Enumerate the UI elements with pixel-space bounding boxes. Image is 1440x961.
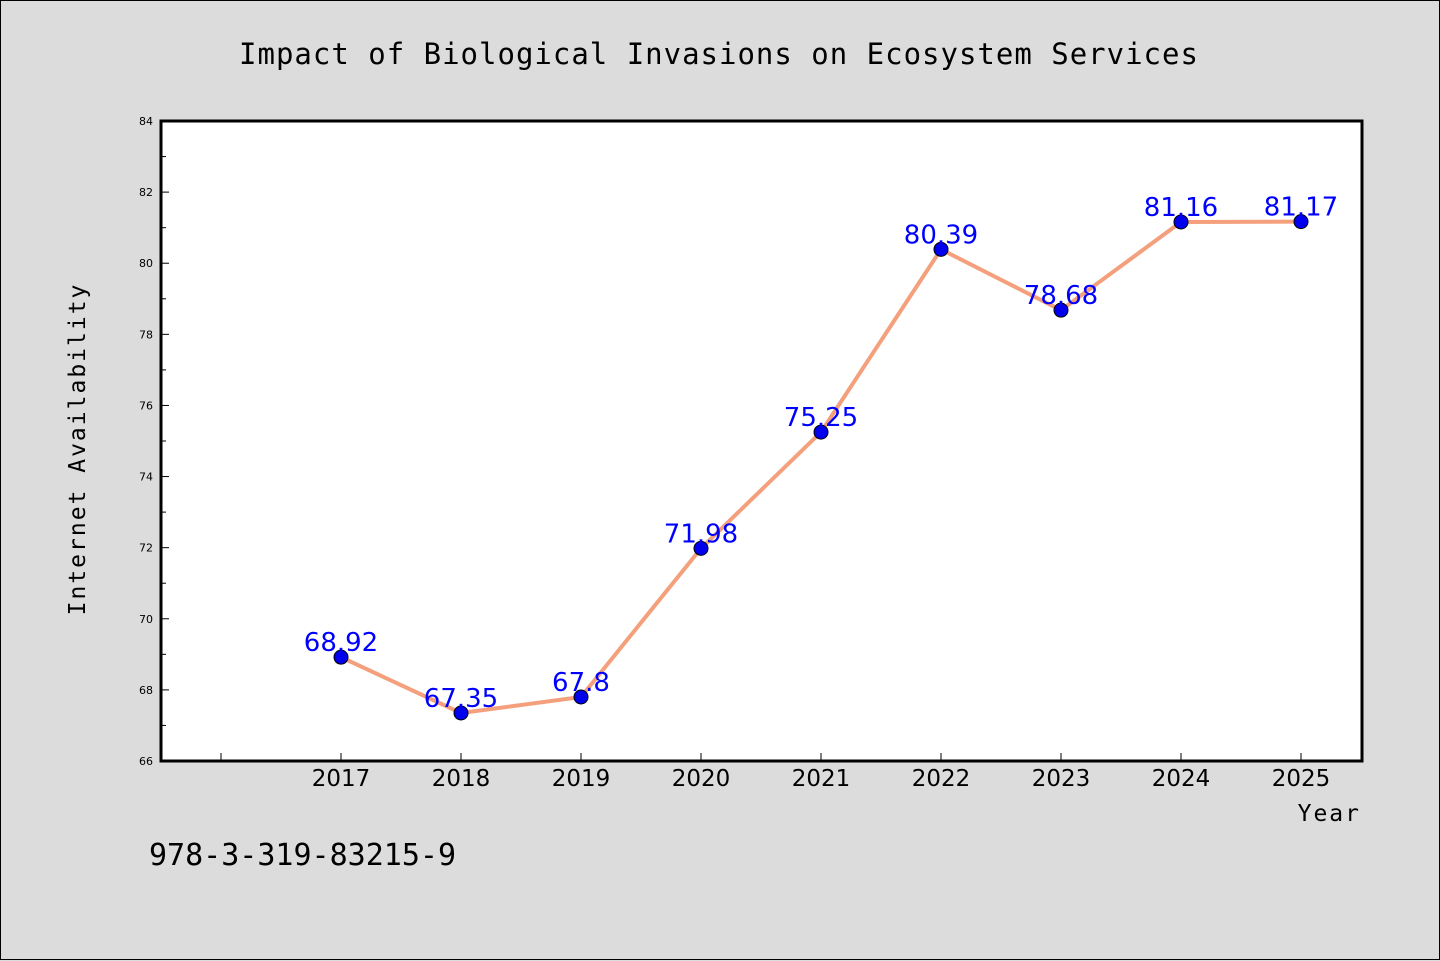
y-tick-label: 82: [139, 186, 153, 199]
data-label: 78.68: [1024, 281, 1098, 311]
data-point: [1173, 214, 1189, 230]
x-tick-label: 2022: [912, 766, 971, 792]
x-tick-label: 2024: [1152, 766, 1211, 792]
data-point: [813, 424, 829, 440]
chart-title: Impact of Biological Invasions on Ecosys…: [239, 37, 1199, 71]
x-axis-label: Year: [1298, 801, 1361, 827]
plot-area: [159, 119, 1364, 763]
data-point: [573, 689, 589, 705]
data-point: [333, 649, 349, 665]
y-tick-label: 72: [139, 542, 153, 555]
data-point: [453, 705, 469, 721]
y-axis-label: Internet Availability: [65, 283, 91, 616]
y-tick-label: 74: [139, 471, 153, 484]
data-point: [1293, 214, 1309, 230]
data-label: 81.17: [1264, 193, 1338, 223]
data-label: 67.35: [424, 684, 498, 714]
x-tick-label: 2023: [1032, 766, 1091, 792]
data-label: 81.16: [1144, 193, 1218, 223]
x-tick-label: 2025: [1272, 766, 1331, 792]
y-tick-label: 66: [139, 755, 153, 768]
y-tick-label: 76: [139, 399, 153, 412]
data-label: 68.92: [304, 628, 378, 658]
isbn-text: 978-3-319-83215-9: [149, 838, 456, 873]
data-label: 71.98: [664, 519, 738, 549]
y-tick-label: 84: [139, 115, 153, 128]
y-tick-label: 68: [139, 684, 153, 697]
x-tick-label: 2021: [792, 766, 851, 792]
y-axis: 66 68 70 72 74 76 78 80 82 84: [139, 115, 169, 768]
x-tick-label: 2020: [672, 766, 731, 792]
data-point: [933, 241, 949, 257]
y-tick-label: 70: [139, 613, 153, 626]
x-tick-label: 2018: [432, 766, 491, 792]
data-label: 80.39: [904, 220, 978, 250]
data-label: 75.25: [784, 403, 858, 433]
y-tick-label: 80: [139, 257, 153, 270]
x-axis: 2017 2018 2019 2020 2021 2022 2023 2024 2025: [220, 753, 1331, 792]
x-tick-label: 2017: [312, 766, 371, 792]
series-internet-availability: [333, 214, 1309, 721]
data-labels: 68.92 67.35 67.8 71.98 75.25 80.39 78.68 81.16 8…: [304, 193, 1338, 714]
y-tick-label: 78: [139, 328, 153, 341]
x-tick-label: 2019: [552, 766, 611, 792]
data-label: 67.8: [552, 668, 610, 698]
data-point: [693, 540, 709, 556]
data-point: [1053, 302, 1069, 318]
